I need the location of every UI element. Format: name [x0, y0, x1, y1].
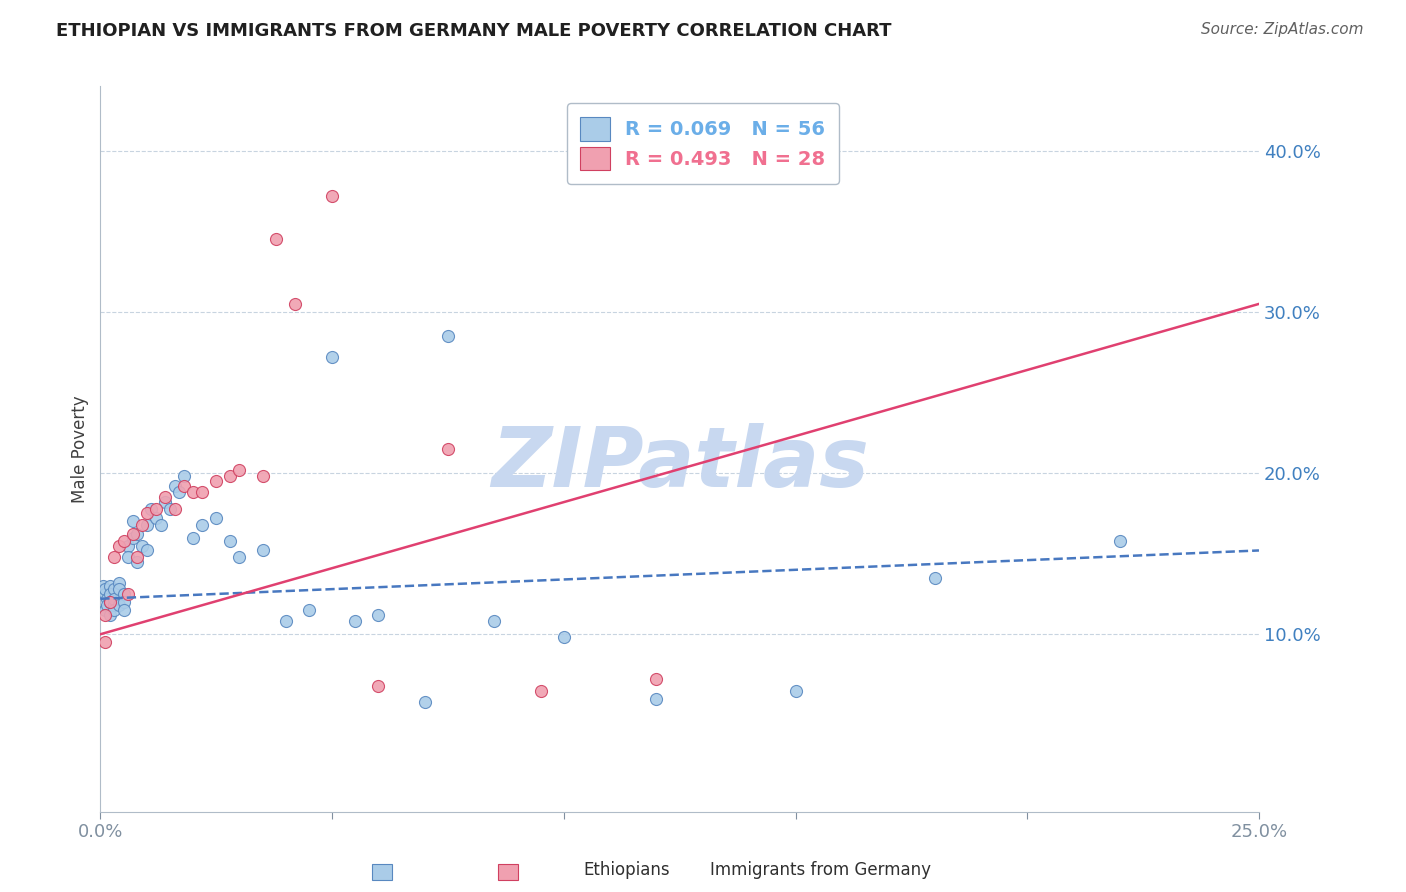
Text: Immigrants from Germany: Immigrants from Germany [710, 861, 931, 879]
Point [94, 607, 117, 622]
Point [149, 517, 172, 532]
Point [94, 603, 117, 617]
Point [785, 683, 807, 698]
Point [252, 469, 274, 483]
Point [98, 579, 121, 593]
Point [321, 350, 343, 364]
Point [108, 539, 131, 553]
Point [155, 490, 177, 504]
Point [94, 582, 117, 596]
Point [298, 603, 321, 617]
Point [117, 587, 139, 601]
Point [112, 603, 135, 617]
Point [117, 539, 139, 553]
Point [112, 533, 135, 548]
Point [141, 501, 163, 516]
Point [173, 469, 195, 483]
Point [163, 479, 186, 493]
Point [252, 543, 274, 558]
Point [135, 517, 157, 532]
Point [437, 329, 460, 343]
Point [645, 691, 668, 706]
Point [1109, 533, 1132, 548]
Point [228, 549, 250, 564]
Point [121, 527, 143, 541]
Legend: R = 0.069   N = 56, R = 0.493   N = 28: R = 0.069 N = 56, R = 0.493 N = 28 [567, 103, 839, 184]
Point [96, 599, 118, 613]
Point [145, 511, 167, 525]
Point [117, 549, 139, 564]
Point [167, 485, 190, 500]
Point [98, 587, 121, 601]
FancyBboxPatch shape [498, 864, 517, 880]
Point [108, 575, 131, 590]
Text: ETHIOPIAN VS IMMIGRANTS FROM GERMANY MALE POVERTY CORRELATION CHART: ETHIOPIAN VS IMMIGRANTS FROM GERMANY MAL… [56, 22, 891, 40]
Text: ZIPatlas: ZIPatlas [491, 423, 869, 504]
Point [159, 501, 181, 516]
Point [181, 485, 204, 500]
Point [112, 595, 135, 609]
Point [96, 591, 118, 606]
Point [163, 501, 186, 516]
Point [94, 587, 117, 601]
Y-axis label: Male Poverty: Male Poverty [72, 395, 89, 503]
Point [112, 587, 135, 601]
Point [98, 595, 121, 609]
Point [924, 571, 946, 585]
Point [367, 607, 389, 622]
Point [484, 615, 506, 629]
Point [228, 463, 250, 477]
Point [103, 599, 125, 613]
Point [91, 579, 114, 593]
Point [121, 531, 143, 545]
Point [274, 615, 297, 629]
Point [103, 603, 125, 617]
Point [219, 469, 242, 483]
Point [553, 631, 575, 645]
Point [191, 517, 214, 532]
Point [367, 679, 389, 693]
Point [98, 595, 121, 609]
Point [155, 495, 177, 509]
Point [266, 232, 288, 246]
Point [98, 607, 121, 622]
Point [94, 635, 117, 649]
Point [131, 517, 153, 532]
Point [135, 507, 157, 521]
Point [191, 485, 214, 500]
Point [437, 442, 460, 456]
Point [108, 599, 131, 613]
Point [108, 582, 131, 596]
Point [103, 582, 125, 596]
Point [645, 673, 668, 687]
Point [127, 549, 149, 564]
Point [321, 189, 343, 203]
Point [103, 549, 125, 564]
Point [530, 683, 553, 698]
Point [173, 479, 195, 493]
Point [284, 297, 307, 311]
FancyBboxPatch shape [373, 864, 392, 880]
Point [145, 501, 167, 516]
Point [205, 511, 228, 525]
Text: Source: ZipAtlas.com: Source: ZipAtlas.com [1201, 22, 1364, 37]
Point [181, 531, 204, 545]
Point [205, 474, 228, 488]
Point [135, 543, 157, 558]
Point [413, 695, 436, 709]
Point [131, 539, 153, 553]
Point [103, 591, 125, 606]
Point [121, 515, 143, 529]
Point [344, 615, 367, 629]
Point [219, 533, 242, 548]
Text: Ethiopians: Ethiopians [583, 861, 671, 879]
Point [127, 555, 149, 569]
Point [127, 527, 149, 541]
